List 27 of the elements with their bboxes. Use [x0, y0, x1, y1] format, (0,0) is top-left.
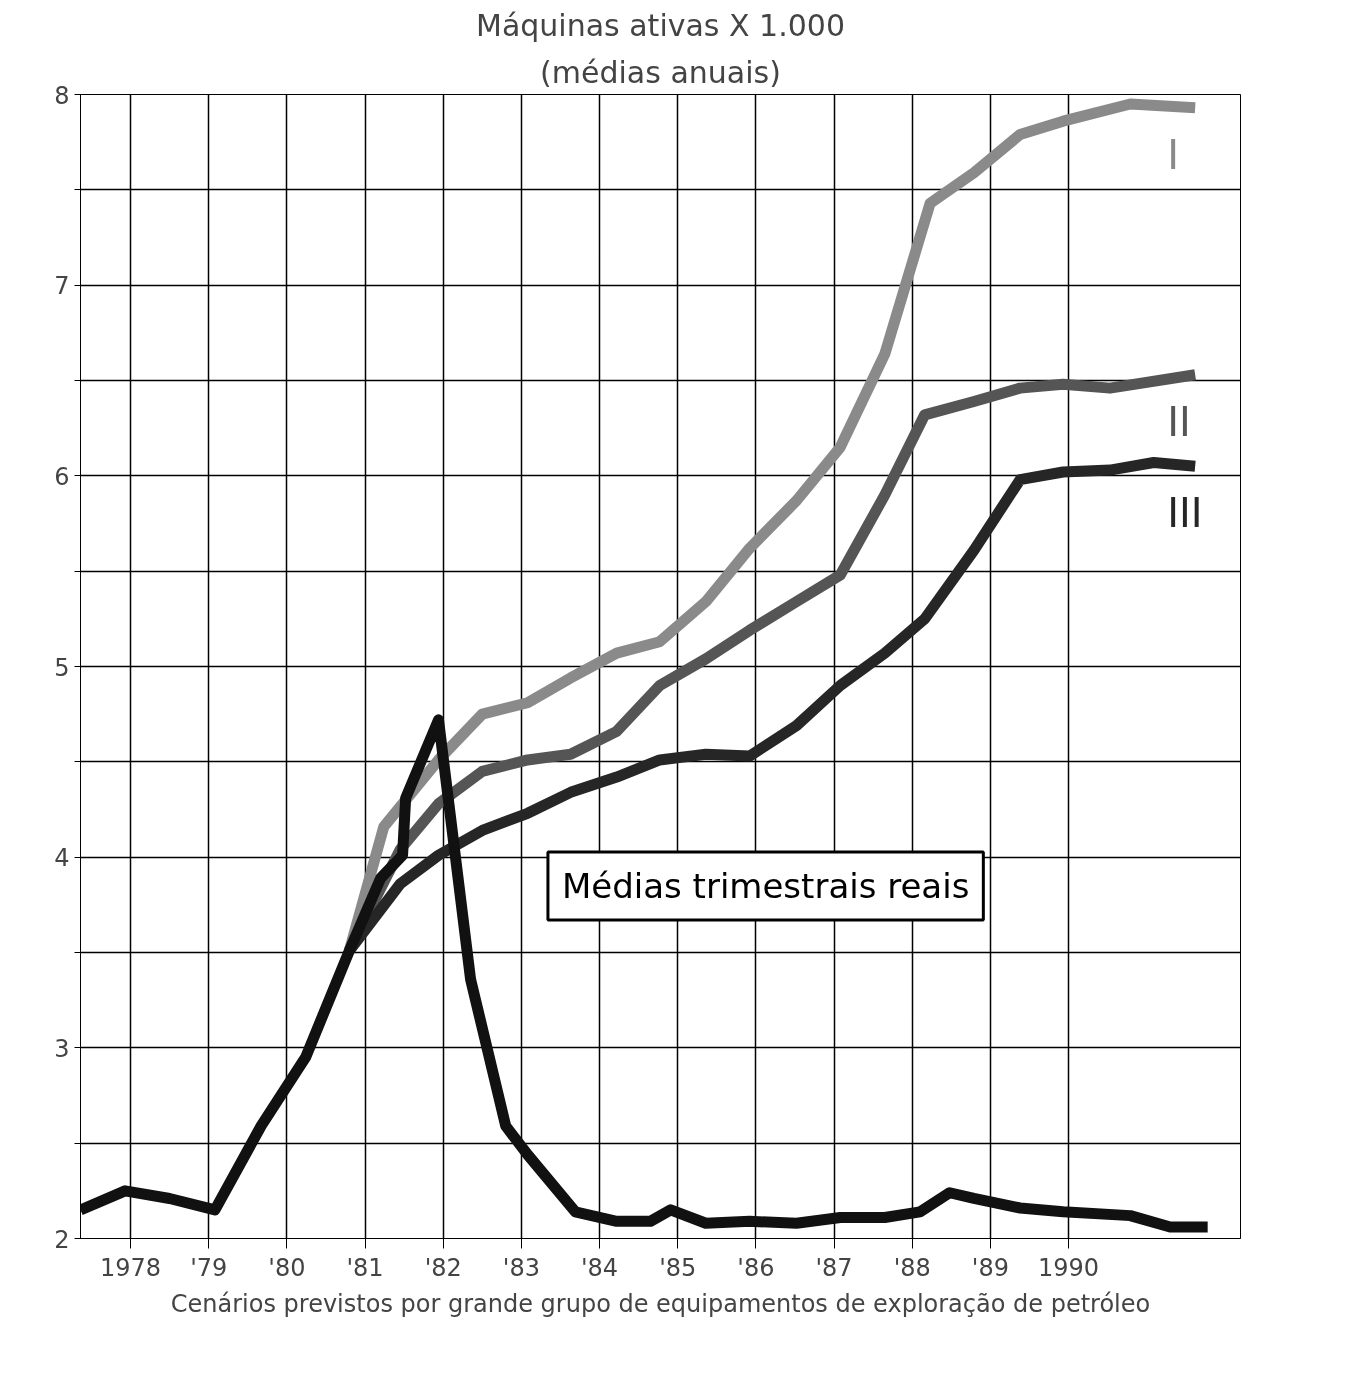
x-tick-label: '80	[268, 1253, 306, 1282]
x-tick-label: '81	[346, 1253, 384, 1282]
x-tick-label: '89	[971, 1253, 1009, 1282]
y-tick-label: 5	[54, 653, 70, 682]
x-tick-label: '86	[737, 1253, 775, 1282]
x-tick-label: '88	[893, 1253, 931, 1282]
series-label: III	[1167, 490, 1203, 537]
x-tick-label: '84	[580, 1253, 619, 1282]
x-tick-label: 1978	[99, 1253, 162, 1282]
chart-subtitle: (médias anuais)	[540, 54, 781, 90]
x-tick-label: '87	[815, 1253, 853, 1282]
x-tick-label: '79	[190, 1253, 228, 1282]
series-label: II	[1167, 398, 1191, 445]
y-tick-label: 3	[54, 1034, 70, 1063]
chart-title: Máquinas ativas X 1.000	[476, 7, 845, 43]
x-tick-label: '85	[659, 1253, 697, 1282]
x-tick-label: 1990	[1037, 1253, 1100, 1282]
x-tick-label: '83	[502, 1253, 540, 1282]
y-tick-label: 2	[54, 1225, 70, 1254]
series-label: I	[1167, 131, 1179, 178]
y-tick-label: 4	[54, 844, 70, 873]
x-tick-label: '82	[424, 1253, 462, 1282]
y-tick-label: 8	[54, 81, 70, 110]
y-tick-label: 6	[54, 462, 70, 491]
text: Médias trimestrais reais	[561, 866, 970, 907]
x-axis-title: Cenários previstos por grande grupo de equipamentos de exploração de petróleo	[170, 1289, 1151, 1318]
y-tick-label: 7	[54, 272, 70, 301]
